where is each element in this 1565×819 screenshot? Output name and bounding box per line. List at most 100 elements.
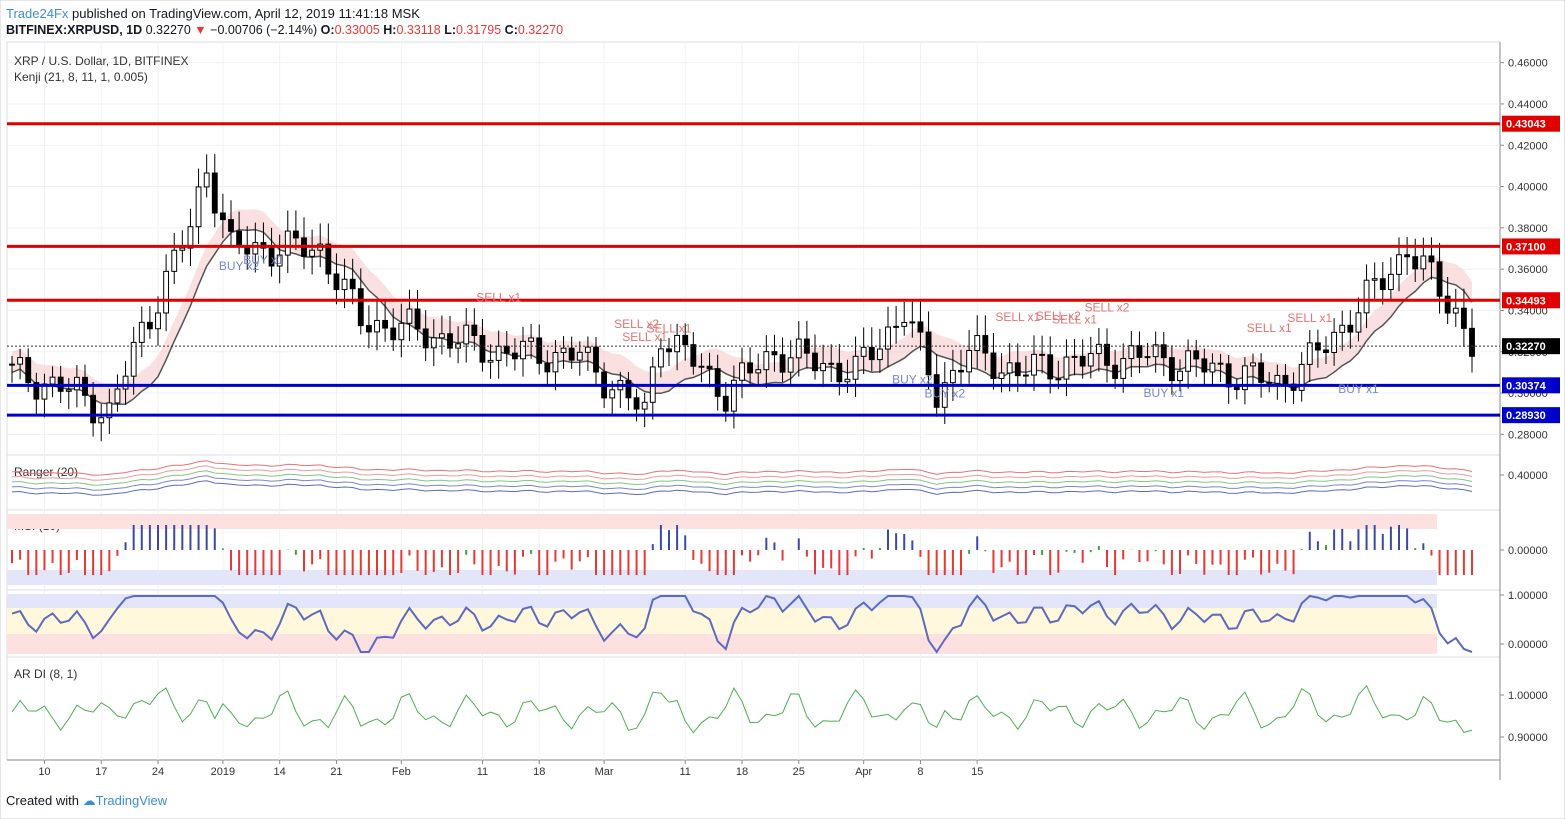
sell-signal-label: SELL x1: [1287, 311, 1332, 325]
last-price-text: 0.32270: [145, 23, 191, 37]
candle-body: [187, 226, 194, 249]
buy-signal-label: BUY x1: [1144, 386, 1185, 400]
candle-body: [122, 375, 129, 390]
symbol-name: BITFINEX:XRPUSD, 1D: [6, 23, 143, 37]
candle-body: [438, 333, 445, 339]
candle-body: [812, 352, 818, 372]
candle-body: [252, 242, 259, 255]
candle-body: [787, 357, 794, 373]
sell-signal-label: SELL x2: [1036, 309, 1081, 323]
x-tick-label: 10: [38, 766, 50, 778]
x-tick-label: 14: [274, 766, 286, 778]
tradingview-logo-icon[interactable]: ☁: [82, 793, 96, 808]
candle-body: [1209, 362, 1216, 373]
candle-body: [1095, 343, 1102, 355]
candle-body: [114, 388, 121, 404]
sub-pane-title: AR DI (8, 1): [14, 667, 77, 681]
candle-body: [844, 378, 851, 383]
candle-body: [9, 363, 15, 366]
candle-body: [1396, 254, 1402, 275]
candle-body: [1039, 353, 1046, 356]
candle-body: [974, 335, 981, 352]
sell-signal-label: SELL x2: [1085, 300, 1130, 314]
buy-signal-label: BUY x1: [243, 253, 284, 267]
candle-body: [1144, 356, 1151, 359]
candle-body: [933, 374, 940, 408]
ranger-band-line: [11, 475, 1473, 491]
candle-body: [1379, 278, 1386, 291]
y-tick-label: 1.00000: [1508, 690, 1548, 702]
candle-body: [633, 397, 640, 410]
candle-body: [958, 369, 964, 373]
candle-body: [593, 346, 599, 373]
candle-body: [138, 321, 145, 343]
candle-body: [333, 273, 340, 291]
candle-body: [990, 352, 997, 379]
candle-body: [998, 372, 1005, 379]
sell-signal-label: SELL x1: [647, 321, 692, 335]
candle-body: [503, 345, 510, 354]
sell-signal-label: SELL x2: [614, 317, 659, 331]
candle-body: [536, 337, 543, 364]
candle-body: [771, 351, 778, 356]
msi-lower-zone: [7, 570, 1437, 585]
candle-body: [1298, 363, 1305, 391]
candle-body: [365, 325, 372, 333]
candle-body: [966, 350, 973, 373]
level-price-label: 0.43043: [1506, 119, 1546, 131]
candle-body: [860, 346, 867, 357]
level-price-tag: [1502, 238, 1560, 255]
candle-body: [828, 362, 835, 365]
candle-body: [163, 270, 170, 314]
x-tick-label: 11: [680, 766, 691, 778]
candle-body: [795, 338, 802, 359]
candle-body: [228, 219, 234, 232]
sell-signal-label: SELL x1: [622, 330, 667, 344]
level-price-label: 0.30374: [1506, 380, 1547, 392]
high-value: 0.33118: [396, 23, 441, 37]
level-price-tag: [1502, 377, 1560, 394]
candle-body: [341, 278, 348, 291]
candle-body: [1420, 255, 1427, 270]
candle-body: [868, 346, 875, 361]
x-tick-label: 8: [917, 766, 923, 778]
candle-body: [893, 325, 900, 328]
ranger-band-line: [11, 465, 1473, 481]
publisher-name[interactable]: Trade24Fx: [6, 6, 69, 21]
candle-body: [714, 368, 721, 397]
candle-body: [1079, 355, 1086, 367]
candle-body: [1185, 350, 1192, 372]
tradingview-brand[interactable]: TradingView: [95, 793, 168, 808]
candle-body: [171, 249, 178, 272]
ranger-band-line: [11, 480, 1473, 496]
change-text: −0.00706 (−2.14%): [210, 23, 318, 37]
candle-body: [901, 321, 908, 327]
candle-body: [1120, 358, 1127, 379]
candle-body: [1152, 344, 1159, 358]
x-tick-label: 15: [971, 766, 983, 778]
y-tick-label: 0.34000: [1508, 305, 1548, 317]
candle-body: [1031, 353, 1037, 376]
candle-body: [1241, 365, 1248, 391]
ardi-pane: [6, 656, 1501, 761]
indicator-name: Kenji (21, 8, 11, 1, 0.005): [14, 70, 148, 84]
candle-body: [609, 389, 616, 399]
level-price-label: 0.37100: [1506, 241, 1546, 253]
candle-body: [414, 308, 421, 330]
candle-body: [763, 351, 770, 371]
buy-signal-label: BUY x2: [219, 259, 260, 273]
candle-body: [1022, 374, 1029, 377]
x-tick-label: 11: [477, 766, 488, 778]
sub-pane-title: Ranger (20): [14, 465, 78, 479]
candle-body: [576, 351, 583, 361]
candle-body: [674, 334, 681, 353]
candle-body: [1469, 327, 1475, 357]
candle-body: [909, 321, 916, 324]
level-price-label: 0.28930: [1506, 410, 1546, 422]
candle-body: [146, 321, 153, 330]
candle-body: [1201, 358, 1208, 373]
candle-body: [430, 337, 437, 349]
candle-body: [949, 369, 956, 384]
msi-upper-zone: [7, 514, 1437, 529]
